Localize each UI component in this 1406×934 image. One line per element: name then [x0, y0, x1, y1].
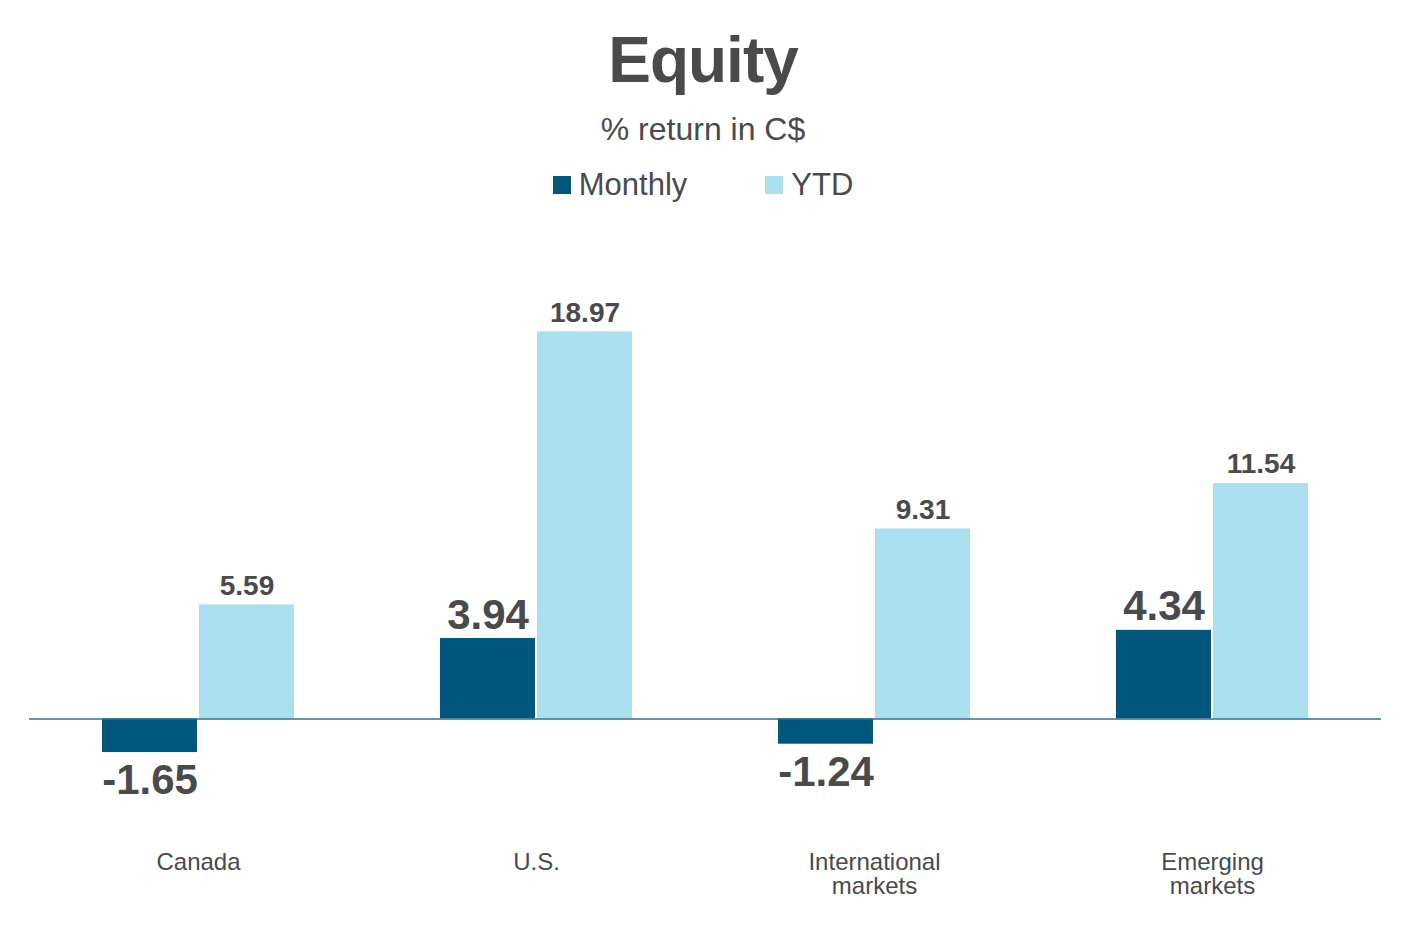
svg-text:U.S.: U.S. — [513, 848, 560, 875]
svg-text:3.94: 3.94 — [447, 591, 529, 638]
svg-text:5.59: 5.59 — [220, 570, 275, 601]
svg-text:9.31: 9.31 — [896, 494, 951, 525]
svg-text:-1.65: -1.65 — [102, 756, 198, 803]
svg-text:18.97: 18.97 — [550, 297, 620, 328]
svg-text:Emergingmarkets: Emergingmarkets — [1161, 848, 1264, 899]
html-text:Monthly: Monthly — [578, 167, 688, 202]
svg-text:Internationalmarkets: Internationalmarkets — [808, 848, 940, 899]
svg-text:11.54: 11.54 — [1227, 448, 1296, 479]
svg-text:4.34: 4.34 — [1123, 582, 1205, 629]
html-text:Equity: Equity — [608, 24, 798, 96]
svg-text:Canada: Canada — [156, 848, 241, 875]
html-text:YTD: YTD — [791, 167, 854, 202]
svg-text:-1.24: -1.24 — [778, 748, 874, 795]
html-text:% return in C$: % return in C$ — [600, 111, 806, 147]
